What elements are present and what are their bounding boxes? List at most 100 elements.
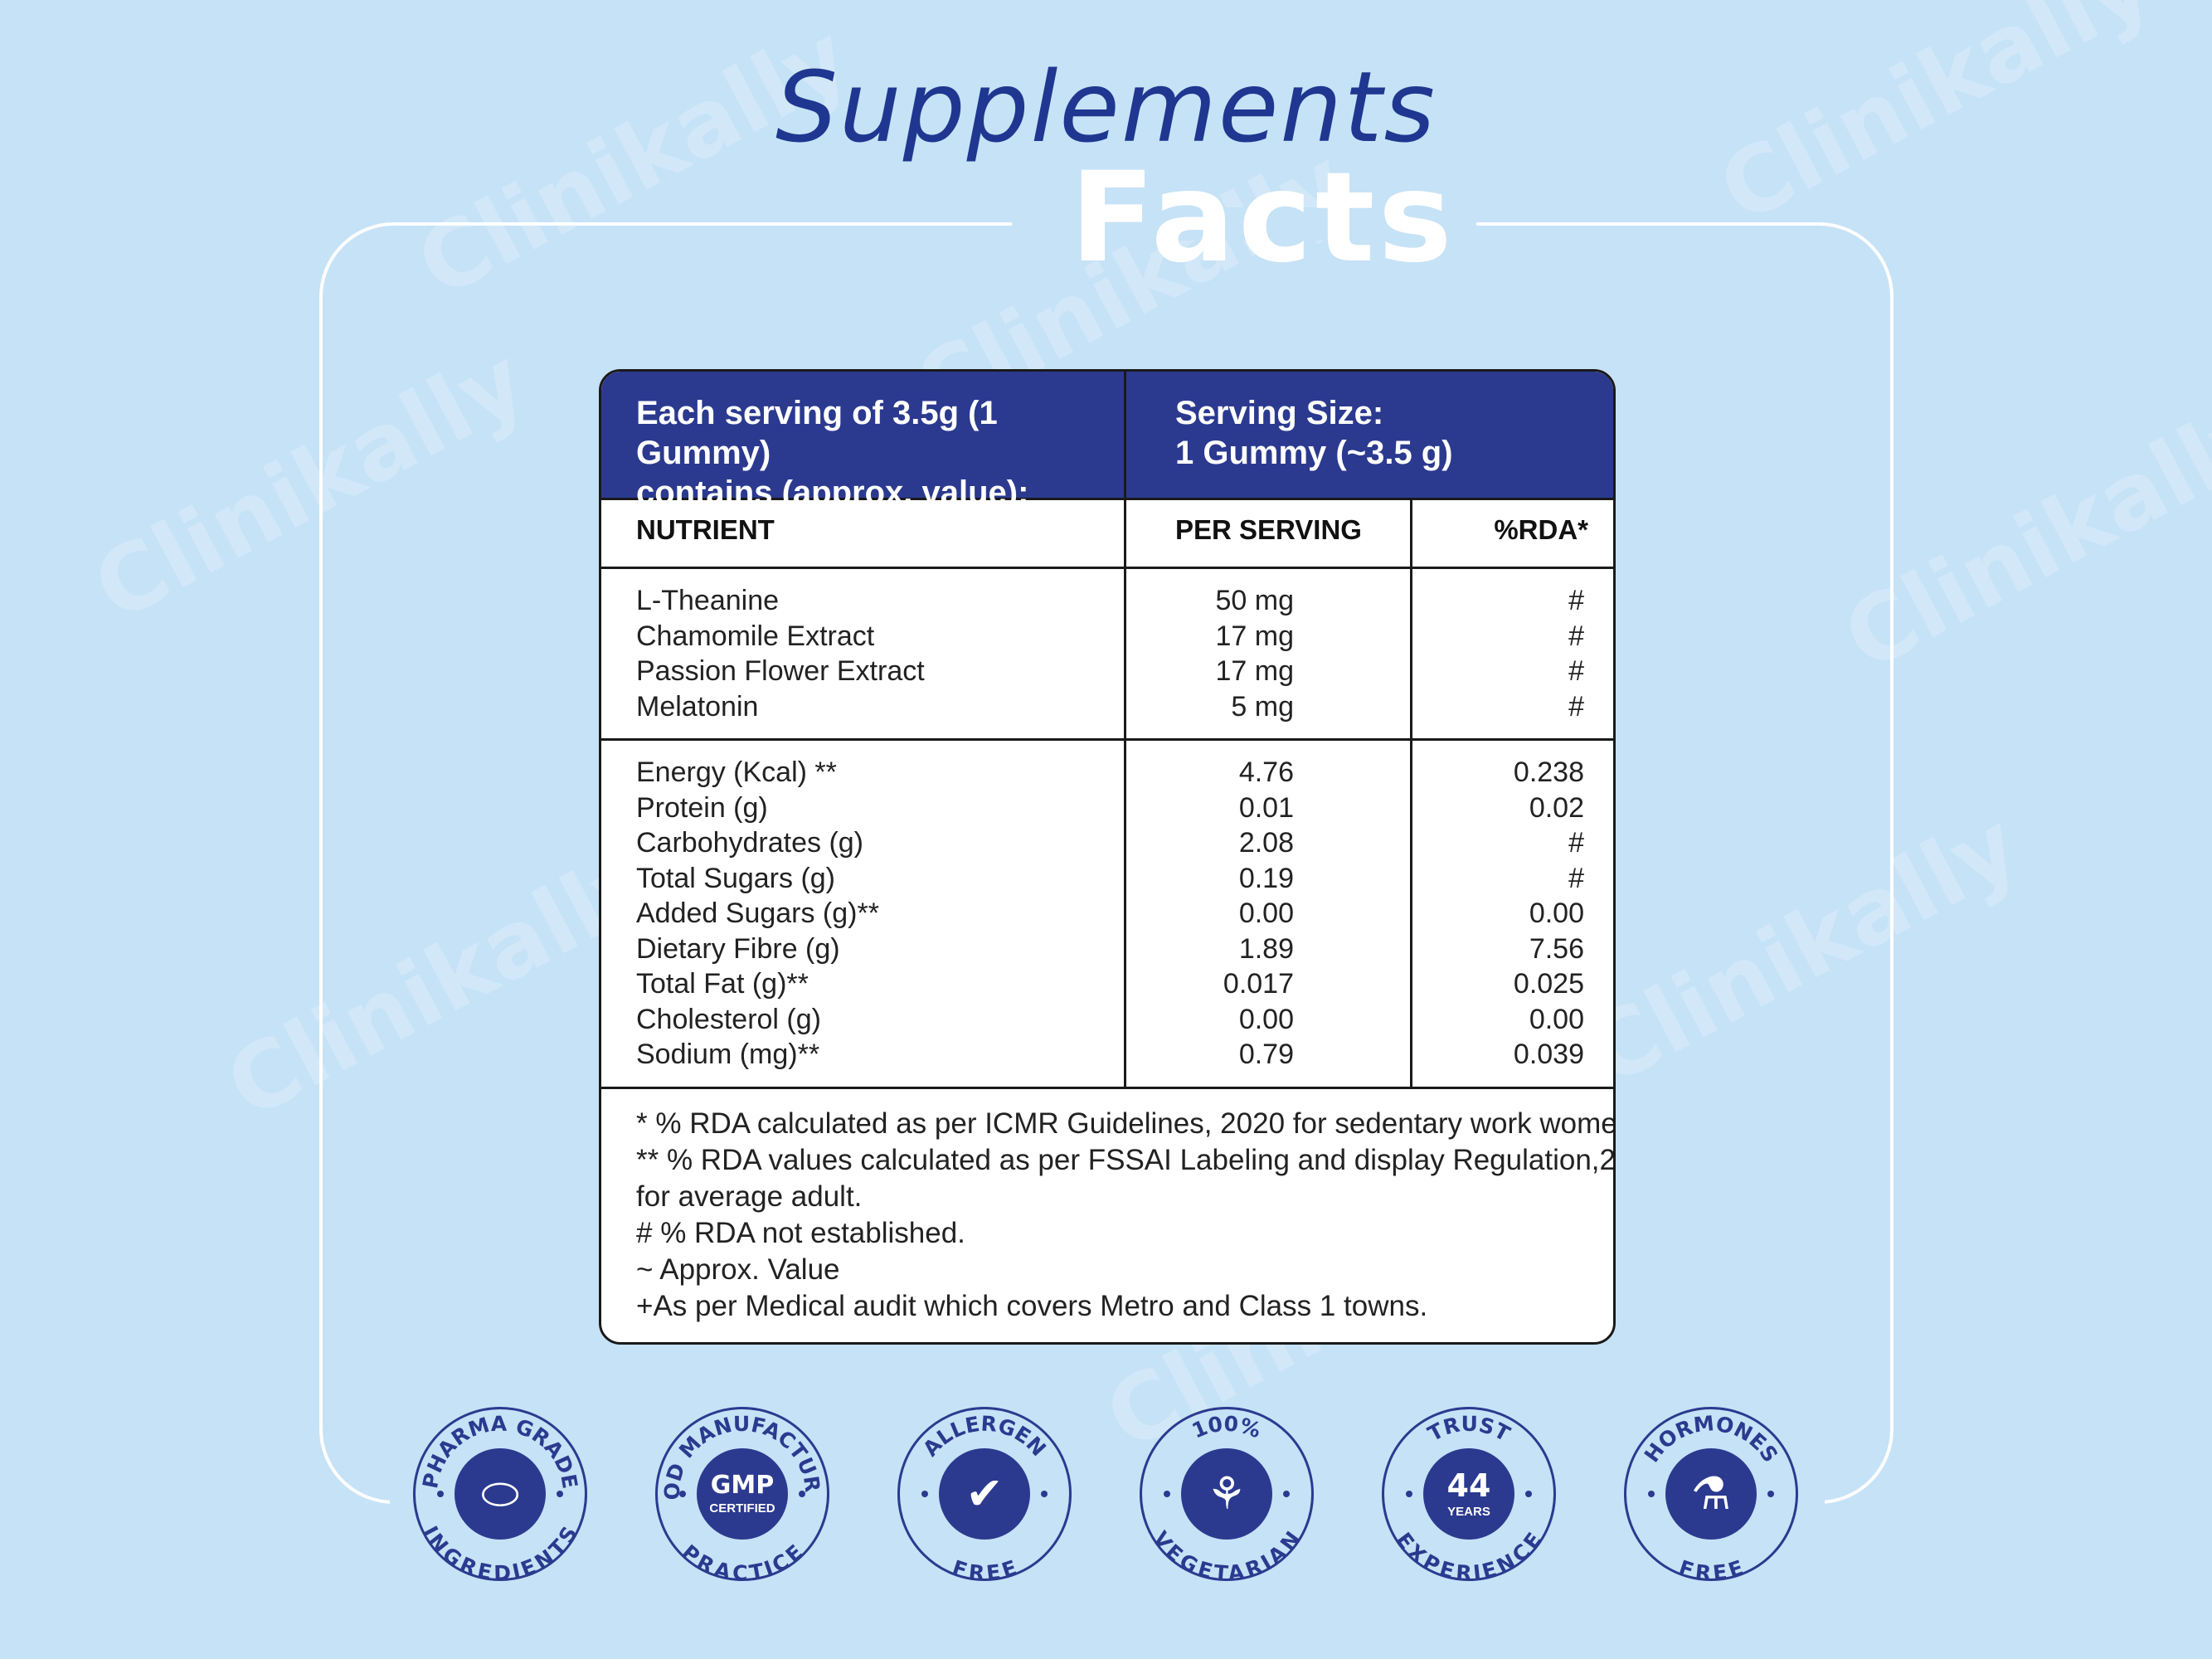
check-badge-icon: ✔	[939, 1448, 1030, 1540]
badge-center-text: GMP	[710, 1470, 775, 1500]
leaf-icon: ⚘	[1181, 1448, 1272, 1540]
nutrient-name: L-Theanine	[636, 585, 780, 616]
badge-2: GOOD MANUFACTURINGPRACTICEGMPCERTIFIED	[655, 1407, 829, 1581]
badge-dot	[1767, 1491, 1774, 1497]
page-title: Supplements	[775, 50, 1437, 164]
serving-size-label: Serving Size:	[1175, 395, 1384, 431]
column-header-nutrient: NUTRIENT	[636, 514, 775, 545]
nutrient-rda: #	[1568, 690, 1584, 722]
footnotes: * % RDA calculated as per ICMR Guideline…	[636, 1106, 1616, 1325]
badge-glyph: ⚗	[1690, 1467, 1732, 1520]
nutrient-rda: 0.025	[1513, 968, 1584, 1000]
badge-center-text: 44	[1446, 1467, 1491, 1504]
badge-dot	[1406, 1491, 1412, 1497]
nutrient-value: 5 mg	[1231, 690, 1294, 722]
flask-crossed-icon: ⚗	[1665, 1448, 1757, 1540]
nutrient-value: 17 mg	[1215, 655, 1295, 687]
nutrient-rda: 0.238	[1513, 757, 1584, 788]
nutrient-value: 0.01	[1238, 791, 1294, 824]
badge-5: TRUST EXPERIENCE 44 YEARS	[1382, 1407, 1556, 1581]
badge-dot	[557, 1491, 563, 1497]
footnote: * % RDA calculated as per ICMR Guideline…	[636, 1107, 1616, 1140]
nutrient-name: Sodium (mg)**	[636, 1039, 820, 1070]
badge-bottom-text: FREE	[950, 1555, 1020, 1579]
badge-dot	[1648, 1491, 1655, 1497]
group1-names: L-Theanine Chamomile Extract Passion Flo…	[636, 583, 1134, 724]
group2-values: 4.76 0.01 2.08 0.19 0.00 1.89 0.017 0.00…	[1124, 755, 1373, 1073]
nutrient-value: 0.79	[1238, 1039, 1294, 1070]
nutrient-rda: #	[1568, 655, 1584, 687]
nutrient-rda: #	[1568, 620, 1584, 652]
badge-glyph: ⬭	[480, 1467, 520, 1520]
badge-bottom-text: FREE	[1676, 1555, 1747, 1579]
supplement-facts-table: Each serving of 3.5g (1 Gummy) contains …	[599, 369, 1616, 1345]
nutrient-value: 4.76	[1238, 757, 1294, 788]
badge-bottom-text: PRACTICE	[678, 1540, 808, 1579]
nutrient-value: 0.017	[1223, 968, 1294, 1000]
badge-3: ALLERGEN FREE ✔	[897, 1407, 1072, 1581]
nutrient-value: 0.00	[1238, 1003, 1294, 1035]
column-divider	[1124, 372, 1126, 1087]
nutrient-value: 2.08	[1238, 827, 1294, 859]
badge-dot	[1283, 1491, 1290, 1497]
group2-rda: 0.238 0.02 # # 0.00 7.56 0.025 0.00 0.03…	[1381, 755, 1584, 1073]
footnote: ~ Approx. Value	[636, 1253, 840, 1286]
row-divider	[601, 567, 1613, 569]
trust-seal-icon: 44 YEARS	[1423, 1448, 1514, 1540]
nutrient-name: Dietary Fibre (g)	[636, 932, 840, 965]
nutrient-rda: 0.039	[1513, 1039, 1584, 1070]
nutrient-rda: 0.00	[1529, 1003, 1584, 1035]
nutrient-rda: 0.02	[1529, 791, 1584, 824]
badge-center-subtext: YEARS	[1447, 1504, 1490, 1519]
badge-4: 100% VEGETARIAN ⚘	[1140, 1407, 1314, 1581]
badge-glyph: ✔	[965, 1467, 1004, 1520]
badge-top-text: TRUST	[1424, 1412, 1514, 1446]
nutrient-value: 50 mg	[1215, 585, 1295, 616]
group1-rda: # # # #	[1381, 583, 1584, 724]
badge-top-text: 100%	[1189, 1412, 1264, 1443]
nutrient-value: 0.19	[1238, 862, 1294, 894]
nutrient-rda: #	[1568, 862, 1584, 894]
serving-size: Serving Size: 1 Gummy (~3.5 g)	[1175, 393, 1590, 473]
nutrient-name: Melatonin	[636, 690, 759, 722]
column-header-per-serving: PER SERVING	[1175, 514, 1362, 545]
nutrient-value: 1.89	[1238, 932, 1294, 965]
nutrient-rda: #	[1568, 827, 1584, 859]
badge-center-subtext: CERTIFIED	[709, 1501, 775, 1515]
badge-dot	[679, 1491, 686, 1497]
serving-size-value: 1 Gummy (~3.5 g)	[1175, 435, 1453, 471]
footnote: # % RDA not established.	[636, 1217, 965, 1249]
badge-6: HORMONES FREE ⚗	[1624, 1407, 1798, 1581]
serving-description-line: contains (approx. value):	[636, 474, 1029, 511]
nutrient-value: 0.00	[1238, 898, 1294, 929]
nutrient-name: Total Fat (g)**	[636, 968, 809, 1000]
nutrient-rda: 0.00	[1529, 898, 1584, 929]
row-divider	[601, 738, 1613, 741]
row-divider	[601, 1087, 1613, 1089]
capsule-icon: ⬭	[455, 1448, 546, 1540]
serving-description: Each serving of 3.5g (1 Gummy) contains …	[636, 393, 1117, 513]
column-header-rda: %RDA*	[1494, 514, 1588, 545]
nutrient-name: Chamomile Extract	[636, 620, 875, 652]
nutrient-name: Energy (Kcal) **	[636, 757, 837, 788]
nutrient-rda: #	[1568, 585, 1584, 616]
nutrient-name: Total Sugars (g)	[636, 862, 835, 894]
nutrient-name: Passion Flower Extract	[636, 655, 925, 687]
badge-dot	[1164, 1491, 1170, 1497]
badge-dot	[1525, 1491, 1532, 1497]
frame-gap	[1012, 207, 1476, 241]
badge-dot	[437, 1491, 444, 1497]
footnote: ** % RDA values calculated as per FSSAI …	[636, 1144, 1616, 1176]
nutrient-name: Cholesterol (g)	[636, 1003, 821, 1035]
nutrient-value: 17 mg	[1215, 620, 1295, 652]
nutrient-name: Protein (g)	[636, 791, 768, 824]
group1-values: 50 mg 17 mg 17 mg 5 mg	[1124, 583, 1373, 724]
badge-1: PHARMA GRADE INGREDIENTS ⬭	[413, 1407, 587, 1581]
footnote: +As per Medical audit which covers Metro…	[636, 1290, 1428, 1322]
gmp-seal-icon: GMP CERTIFIED	[697, 1448, 788, 1540]
page-subtitle: Facts	[1070, 146, 1456, 290]
badge-dot	[921, 1491, 928, 1497]
nutrient-rda: 7.56	[1529, 932, 1584, 965]
nutrient-name: Added Sugars (g)**	[636, 898, 879, 929]
nutrient-name: Carbohydrates (g)	[636, 827, 864, 859]
